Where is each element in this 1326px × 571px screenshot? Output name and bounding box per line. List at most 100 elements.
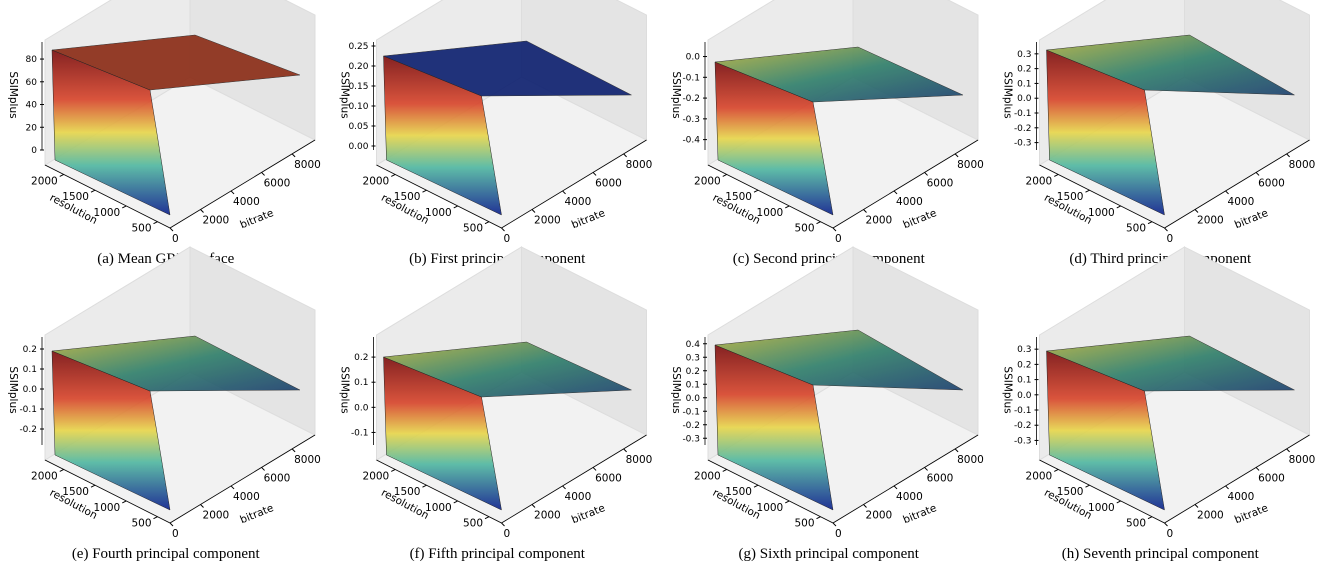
z-tick-label: 0.0 (1017, 391, 1032, 401)
z-tick-label: -0.2 (1014, 124, 1032, 134)
resolution-axis (376, 164, 502, 229)
bitrate-tick (261, 467, 265, 471)
subfigure: 0.3 0.2 0.1 0.0 -0.1 -0.2 -0.3 SSIMplus 2000 1500… (1002, 246, 1315, 562)
bitrate-tick (200, 504, 204, 508)
z-tick-label: 60 (26, 78, 38, 88)
z-axis-label: SSIMplus (670, 71, 682, 118)
bitrate-tick (924, 172, 928, 176)
resolution-tick-label: 1500 (62, 191, 89, 203)
back-right-pane (521, 0, 647, 141)
resolution-tick (422, 484, 427, 488)
bitrate-tick (954, 448, 959, 453)
bitrate-axis-label: bitrate (901, 207, 938, 231)
bitrate-tick-label: 2000 (203, 509, 230, 521)
bitrate-tick (291, 153, 296, 158)
bitrate-tick-label: 4000 (233, 196, 260, 208)
resolution-tick-label: 1500 (394, 486, 421, 498)
bitrate-tick (893, 190, 898, 195)
bitrate-tick (623, 448, 627, 453)
bitrate-tick (893, 485, 898, 490)
resolution-tick-label: 1500 (1057, 191, 1084, 203)
bitrate-tick (954, 153, 959, 158)
resolution-axis (44, 164, 171, 229)
resolution-tick (785, 500, 790, 504)
bitrate-tick-label: 8000 (626, 159, 653, 171)
z-tick-label: -0.1 (19, 405, 37, 415)
bitrate-tick (291, 448, 296, 453)
z-tick-label: 20 (26, 123, 38, 133)
bitrate-tick (1255, 467, 1260, 471)
resolution-tick (753, 484, 759, 488)
subfigure: 020406080SSIMplus200015001000500resoluti… (7, 0, 321, 267)
resolution-tick (484, 221, 490, 225)
bitrate-axis (1164, 434, 1310, 524)
resolution-tick-label: 1000 (757, 502, 784, 514)
bitrate-tick (623, 153, 627, 158)
bitrate-tick (1225, 485, 1229, 490)
bitrate-tick-label: 0 (1167, 528, 1174, 540)
resolution-tick (1147, 516, 1153, 520)
z-tick-label: 0.00 (348, 142, 368, 152)
bitrate-tick-label: 4000 (896, 491, 923, 503)
bitrate-axis (832, 139, 979, 229)
z-tick-label: -0.1 (682, 73, 700, 83)
bitrate-tick (1164, 522, 1168, 527)
resolution-tick (122, 500, 127, 504)
resolution-tick-label: 500 (463, 223, 483, 235)
bitrate-tick (531, 209, 536, 213)
resolution-tick (1054, 174, 1059, 177)
bitrate-tick-label: 0 (172, 233, 179, 245)
bitrate-tick-label: 2000 (534, 214, 561, 226)
resolution-tick-label: 1500 (725, 191, 752, 203)
z-tick-label: -0.2 (1014, 421, 1032, 431)
resolution-tick (90, 189, 96, 193)
surface-top (1046, 335, 1295, 392)
bitrate-axis-label: bitrate (1233, 207, 1270, 231)
bitrate-tick (863, 504, 867, 508)
bitrate-tick (832, 522, 837, 527)
resolution-tick-label: 2000 (1026, 175, 1053, 187)
bitrate-tick-label: 4000 (1228, 196, 1255, 208)
resolution-tick (59, 174, 64, 177)
resolution-tick (722, 469, 727, 472)
resolution-tick (153, 221, 158, 225)
bitrate-tick-label: 0 (504, 528, 511, 540)
bitrate-tick-label: 8000 (957, 159, 984, 171)
resolution-tick-label: 500 (463, 518, 483, 530)
z-tick-label: 0.0 (354, 403, 369, 413)
resolution-tick-label: 2000 (31, 470, 58, 482)
bitrate-tick (1286, 448, 1290, 453)
z-tick-label: 0.4 (686, 340, 701, 350)
bitrate-tick (863, 209, 867, 213)
z-tick-label: 0.0 (1017, 94, 1032, 104)
bitrate-tick-label: 0 (504, 233, 511, 245)
resolution-tick (722, 174, 727, 177)
subfigure: 0.00 0.05 0.10 0.15 0.20 0.25 SSIMplus 2000 1500… (339, 0, 653, 267)
z-tick-label: -0.3 (1014, 436, 1032, 446)
bitrate-tick (1194, 504, 1199, 508)
resolution-tick-label: 1500 (1057, 486, 1084, 498)
z-tick-label: -0.3 (1014, 139, 1032, 149)
resolution-tick (816, 516, 821, 520)
bitrate-tick (1164, 227, 1168, 232)
bitrate-axis-label: bitrate (238, 502, 275, 526)
z-tick-label: 0.1 (1017, 376, 1031, 386)
bitrate-tick-label: 4000 (565, 196, 592, 208)
z-axis-label: SSIMplus (1002, 366, 1014, 413)
bitrate-tick (501, 227, 505, 232)
z-axis-label: SSIMplus (1002, 71, 1014, 118)
z-axis-label: SSIMplus (339, 71, 351, 118)
resolution-tick-label: 2000 (31, 175, 58, 187)
back-right-pane (852, 0, 979, 141)
z-tick-label: 0.1 (23, 365, 37, 375)
bitrate-axis (169, 434, 316, 524)
resolution-tick (453, 205, 458, 209)
bitrate-tick-label: 0 (835, 528, 842, 540)
resolution-axis (376, 459, 502, 524)
bitrate-tick-label: 2000 (1197, 214, 1224, 226)
bitrate-tick (562, 485, 566, 490)
resolution-tick-label: 2000 (694, 470, 721, 482)
resolution-tick (1116, 500, 1121, 504)
resolution-tick-label: 2000 (363, 175, 390, 187)
bitrate-tick (200, 209, 204, 213)
